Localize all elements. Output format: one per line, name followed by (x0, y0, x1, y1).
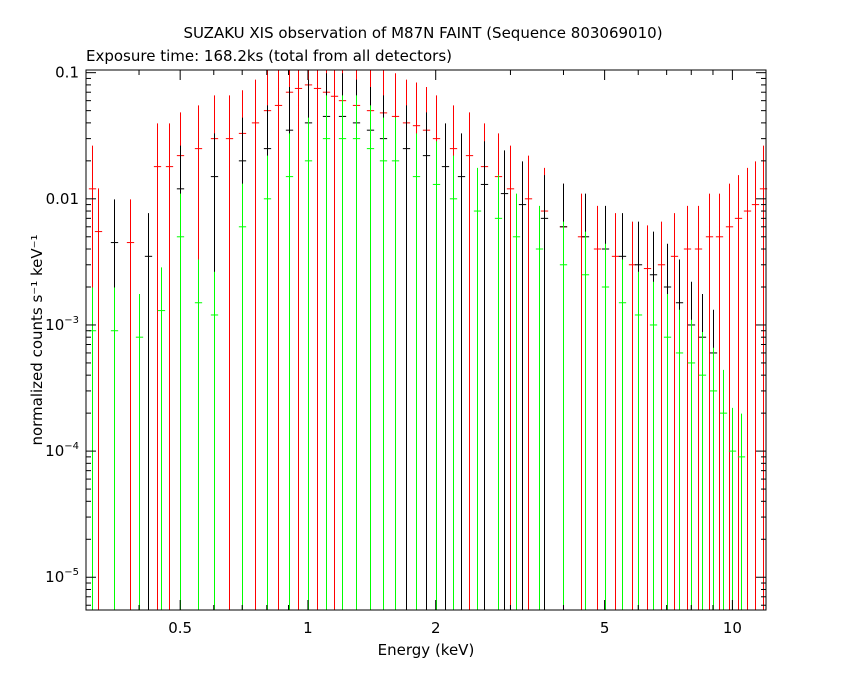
y-tick-label: 0.1 (55, 64, 79, 82)
x-axis-label: Energy (keV) (378, 641, 475, 659)
x-tick-label: 5 (600, 619, 610, 637)
y-tick-label: 0.01 (46, 190, 79, 208)
x-tick-label: 10 (723, 619, 742, 637)
chart-title: SUZAKU XIS observation of M87N FAINT (Se… (183, 24, 662, 42)
x-tick-label: 0.5 (168, 619, 192, 637)
chart-subtitle: Exposure time: 168.2ks (total from all d… (86, 47, 452, 65)
x-tick-label: 1 (303, 619, 313, 637)
data-layer (88, 70, 768, 610)
y-tick-label: 10−4 (45, 441, 79, 460)
tick-layer: 0.5 1 2 5 10 0.1 0.01 10−3 10−4 10−5 (45, 64, 766, 637)
y-tick-label: 10−5 (45, 567, 79, 586)
x-tick-label: 2 (431, 619, 441, 637)
plot-frame (85, 69, 767, 611)
y-tick-label: 10−3 (45, 315, 79, 334)
y-axis-label: normalized counts s⁻¹ keV⁻¹ (28, 234, 46, 445)
